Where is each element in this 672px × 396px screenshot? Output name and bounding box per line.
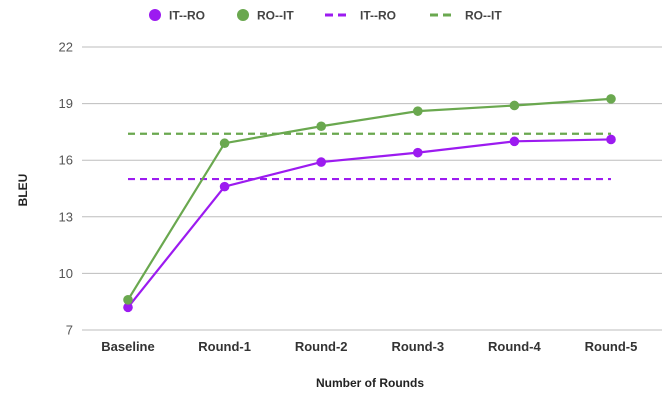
x-tick-label: Round-4 bbox=[488, 339, 541, 354]
legend-label: IT--RO bbox=[169, 9, 205, 23]
data-point bbox=[413, 106, 423, 116]
y-tick-label: 19 bbox=[59, 96, 73, 111]
data-point bbox=[316, 157, 327, 167]
gridlines bbox=[82, 46, 662, 331]
reference-lines bbox=[128, 132, 611, 181]
series-0 bbox=[123, 134, 616, 313]
data-point bbox=[509, 100, 520, 111]
x-tick-label: Round-3 bbox=[391, 339, 444, 354]
legend-dot-swatch bbox=[237, 9, 249, 21]
y-tick-label: 22 bbox=[59, 40, 73, 55]
legend-label: IT--RO bbox=[360, 9, 396, 23]
x-axis-ticks: Baseline Round-1 Round-2 Round-3 Round-4 Roun… bbox=[101, 339, 637, 354]
data-point bbox=[219, 138, 230, 149]
data-point bbox=[606, 134, 616, 145]
x-tick-label: Round-2 bbox=[295, 339, 348, 354]
y-tick-label: 13 bbox=[59, 209, 73, 224]
legend-label: RO--IT bbox=[257, 9, 294, 23]
x-axis-title: Number of Rounds bbox=[316, 376, 424, 390]
data-point bbox=[219, 181, 230, 192]
data-point bbox=[316, 121, 327, 132]
y-tick-label: 10 bbox=[59, 266, 73, 281]
data-point bbox=[606, 94, 616, 104]
series-lines bbox=[123, 94, 616, 313]
legend-item: RO--IT bbox=[237, 9, 294, 23]
series-line bbox=[127, 138, 612, 309]
series-line bbox=[127, 97, 612, 301]
legend-dot-swatch bbox=[149, 9, 161, 21]
y-axis-ticks: 7 10 13 16 19 22 bbox=[59, 40, 73, 338]
data-point bbox=[413, 147, 423, 158]
legend-item: RO--IT bbox=[430, 9, 502, 23]
x-tick-label: Round-1 bbox=[198, 339, 251, 354]
legend-item: IT--RO bbox=[325, 9, 396, 23]
legend: IT--RO RO--IT IT--RO RO--IT bbox=[149, 9, 502, 23]
legend-item: IT--RO bbox=[149, 9, 205, 23]
y-tick-label: 16 bbox=[59, 153, 73, 168]
y-tick-label: 7 bbox=[66, 323, 73, 338]
series-1 bbox=[123, 94, 616, 305]
legend-label: RO--IT bbox=[465, 9, 502, 23]
x-tick-label: Baseline bbox=[101, 339, 154, 354]
data-point bbox=[509, 136, 520, 147]
data-point bbox=[123, 302, 133, 313]
data-point bbox=[123, 295, 133, 305]
x-tick-label: Round-5 bbox=[585, 339, 638, 354]
y-axis-title: BLEU bbox=[16, 174, 30, 207]
